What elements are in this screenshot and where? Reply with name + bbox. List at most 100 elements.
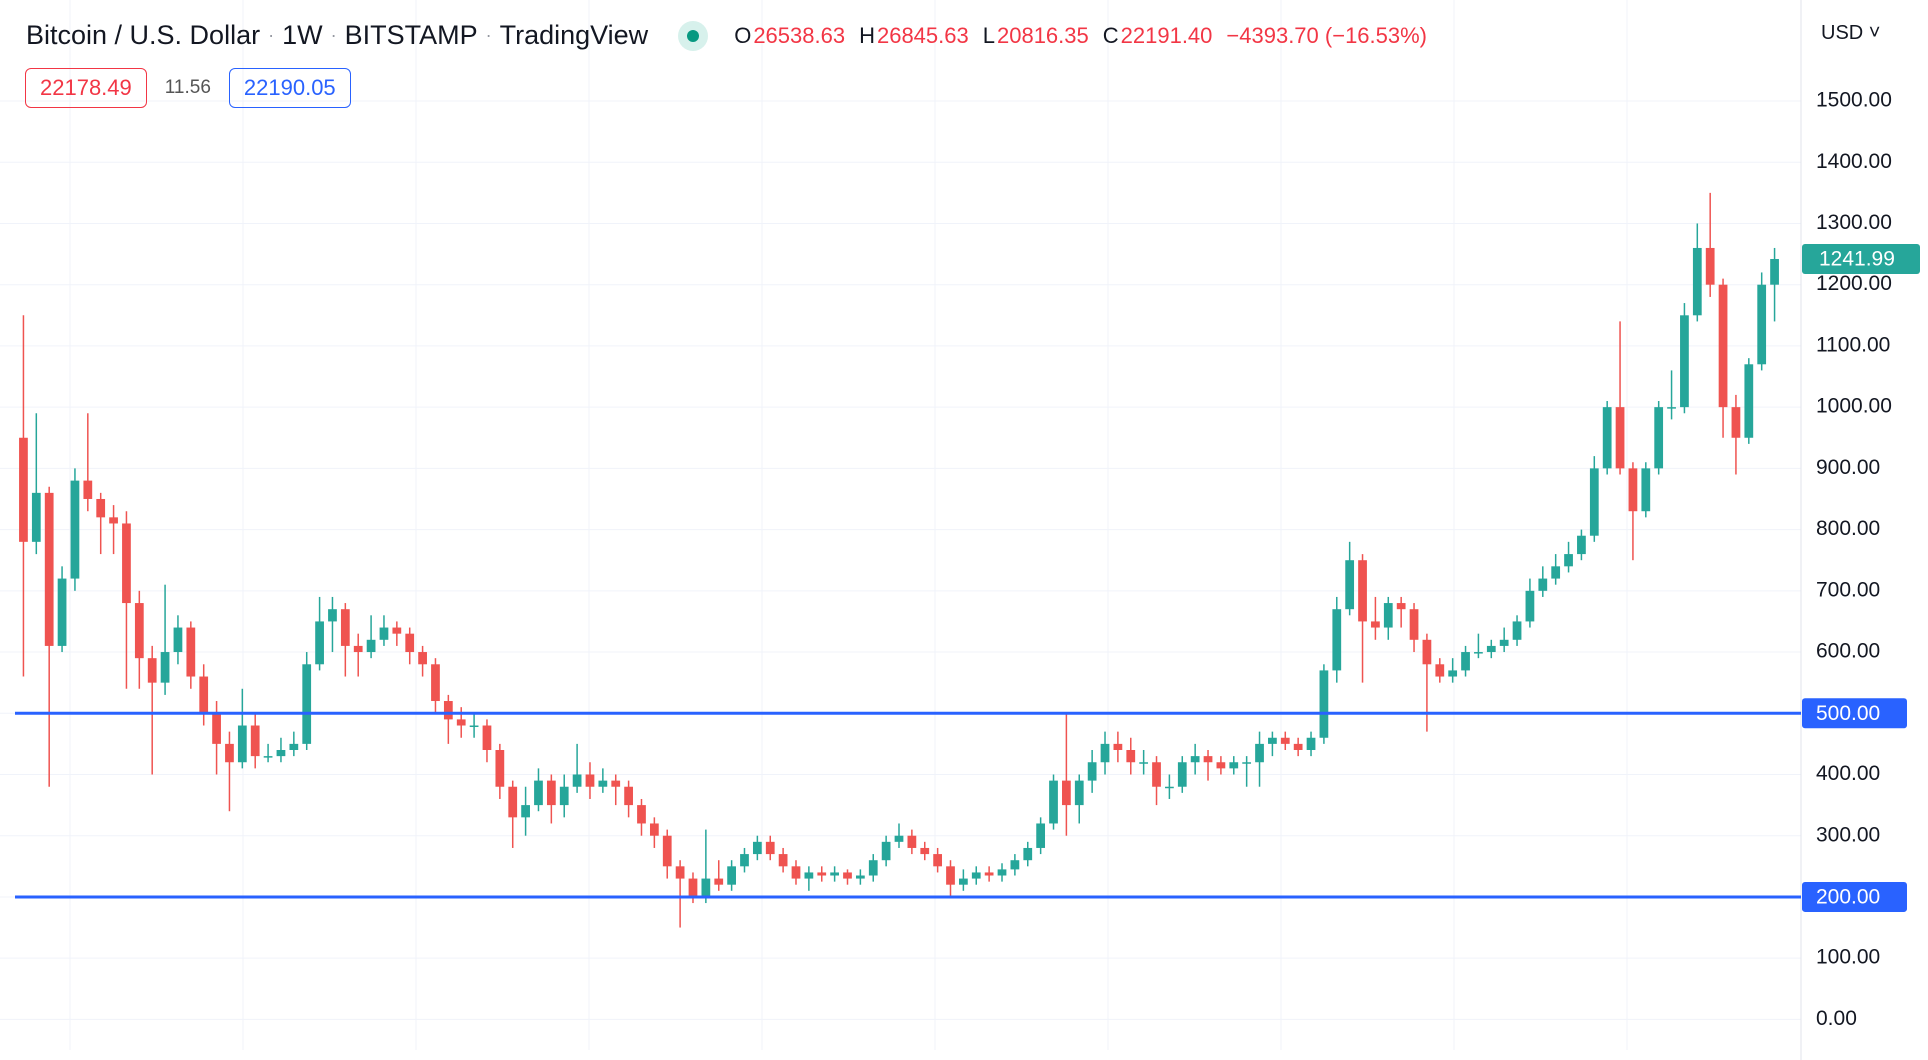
- candle-body: [624, 786, 633, 806]
- currency-menu[interactable]: USD ˅: [1821, 22, 1881, 44]
- change: −4393.70 (−16.53%): [1226, 22, 1428, 48]
- candle-body: [1680, 315, 1689, 408]
- candle-body: [1319, 670, 1329, 738]
- candle-body: [1306, 737, 1316, 750]
- y-tick-label: 1400.00: [1816, 150, 1892, 173]
- candle-body: [1229, 762, 1239, 769]
- candle-body: [44, 492, 54, 646]
- candle-body: [1255, 743, 1264, 763]
- candle-body: [431, 664, 440, 702]
- y-tick-label: 300.00: [1816, 823, 1880, 846]
- candle-body: [199, 676, 209, 714]
- candle-body: [946, 866, 955, 885]
- candle-body: [1757, 284, 1767, 365]
- candle-body: [109, 517, 118, 524]
- price-tag: [1802, 698, 1907, 729]
- candle-body: [559, 786, 569, 806]
- candle-body: [250, 725, 260, 757]
- candle-body: [1165, 786, 1174, 789]
- candle-body: [1435, 664, 1445, 677]
- candle-body: [1667, 407, 1676, 409]
- candle-body: [225, 743, 234, 763]
- candle-body: [1190, 756, 1200, 763]
- candle-body: [894, 835, 904, 842]
- candle-body: [469, 725, 479, 728]
- candle-body: [1049, 780, 1058, 824]
- candle-body: [649, 823, 659, 836]
- candle-body: [237, 725, 247, 763]
- y-tick-label: 100.00: [1816, 946, 1880, 969]
- candle-body: [482, 725, 492, 750]
- candle-body: [1371, 621, 1380, 628]
- symbol-title[interactable]: Bitcoin / U.S. Dollar: [26, 20, 261, 50]
- candle-body: [1383, 603, 1393, 628]
- candle-body: [1615, 407, 1625, 469]
- source: TradingView: [499, 20, 649, 50]
- candle-body: [379, 627, 389, 640]
- candle-body: [57, 578, 67, 646]
- y-tick-label: 1100.00: [1816, 333, 1890, 356]
- candle-body: [1705, 247, 1715, 285]
- candle-body: [263, 756, 273, 758]
- candle-body: [727, 866, 736, 885]
- ohlc-value: 22191.40: [1120, 22, 1213, 48]
- y-tick-label: 1200.00: [1816, 272, 1892, 295]
- header: Bitcoin / U.S. Dollar · 1W · BITSTAMP · Tra…: [26, 20, 1428, 51]
- ohlc-key: C: [1102, 22, 1119, 48]
- exchange: BITSTAMP: [344, 20, 478, 50]
- candle-body: [392, 627, 402, 634]
- y-tick-label: 0.00: [1816, 1007, 1857, 1030]
- candle-body: [920, 847, 930, 855]
- candle-body: [289, 743, 299, 750]
- candle-body: [1152, 762, 1161, 787]
- last-price-label: 1241.99: [1819, 248, 1895, 271]
- y-tick-label: 400.00: [1816, 762, 1880, 785]
- candle-body: [418, 652, 427, 665]
- candle-body: [701, 878, 711, 897]
- candle-body: [1538, 578, 1548, 591]
- candle-body: [662, 835, 672, 867]
- market-status[interactable]: [678, 20, 709, 51]
- candle-body: [830, 872, 839, 876]
- candle-body: [508, 786, 518, 818]
- candle-body: [688, 878, 698, 897]
- candle-body: [443, 701, 453, 720]
- candle-body: [1203, 756, 1213, 763]
- candle-body: [1744, 364, 1754, 438]
- ask-button[interactable]: 22190.05: [228, 68, 351, 108]
- ohlc-value: 26845.63: [876, 22, 969, 48]
- candle-body: [984, 872, 994, 876]
- candle-body: [276, 750, 286, 757]
- candle-body: [868, 860, 878, 876]
- candle-body: [96, 498, 106, 518]
- candle-body: [353, 645, 363, 653]
- candle-body: [997, 869, 1007, 876]
- candle-body: [83, 480, 93, 499]
- ohlc-key: O: [734, 22, 752, 48]
- candle-body: [598, 780, 608, 787]
- candle-body: [804, 872, 814, 879]
- candle-body: [1551, 566, 1561, 579]
- candle-body: [302, 664, 312, 744]
- candle-body: [1461, 652, 1470, 671]
- candle-body: [791, 866, 801, 879]
- ohlc-legend: O26538.63 H26845.63 L20816.35 C22191.40 …: [734, 23, 1427, 49]
- candle-body: [340, 609, 350, 646]
- candle-body: [186, 627, 196, 677]
- currency: USD: [1821, 22, 1864, 44]
- price-tag-label: 500.00: [1816, 702, 1880, 725]
- candle-body: [1718, 284, 1728, 408]
- candle-body: [1602, 407, 1612, 469]
- bid-button[interactable]: 22178.49: [25, 68, 147, 108]
- candle-body: [1139, 762, 1149, 764]
- candle-body: [1010, 860, 1020, 870]
- candle-body: [1486, 645, 1496, 653]
- candle-body: [1280, 737, 1290, 744]
- candle-body: [1564, 554, 1573, 567]
- candle-body: [1577, 535, 1586, 555]
- candle-body: [1293, 743, 1303, 750]
- candle-body: [1589, 468, 1599, 536]
- interval[interactable]: 1W: [282, 20, 323, 50]
